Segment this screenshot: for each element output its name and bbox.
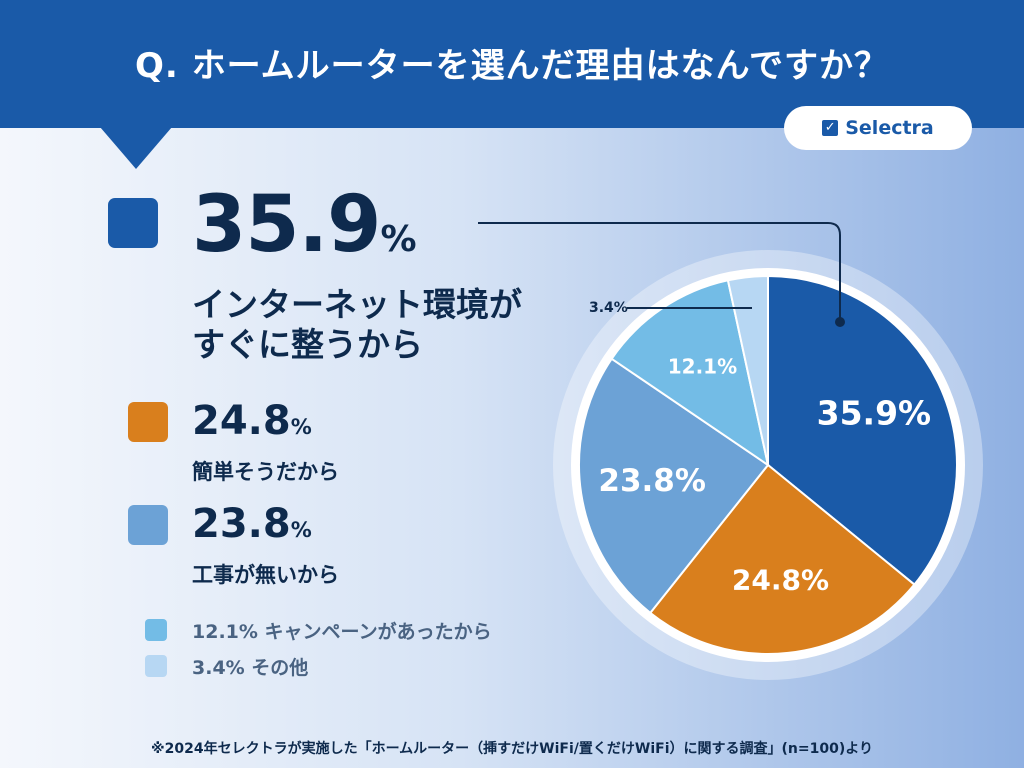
footnote: ※2024年セレクトラが実施した「ホームルーター（挿すだけWiFi/置くだけWi… (151, 741, 873, 757)
legend-main-label-line2: すぐに整うから (192, 325, 423, 364)
legend-fourth-label: 12.1% キャンペーンがあったから (192, 621, 492, 643)
legend-swatch-third (128, 505, 168, 545)
question-title: Q. ホームルーターを選んだ理由はなんですか？ (135, 46, 889, 86)
leader-line-main (478, 222, 841, 322)
callout-label-other: 3.4% (589, 300, 628, 316)
legend-third-percent: 23.8% (192, 501, 312, 547)
header-banner: Q. ホームルーターを選んだ理由はなんですか？ (0, 0, 1024, 128)
checkbox-icon: ✓ (822, 120, 839, 136)
legend-main-percent: 35.9% (192, 180, 417, 270)
legend-swatch-fourth (145, 619, 167, 641)
legend-main-label-line1: インターネット環境が (192, 285, 522, 324)
pie-slice-network-ready (767, 274, 958, 586)
pie-slice-easy (648, 463, 916, 655)
legend-main-label: インターネット環境が すぐに整うから (192, 285, 572, 365)
legend-second-label: 簡単そうだから (192, 460, 339, 484)
pie-label-easy: 24.8% (732, 564, 829, 597)
legend-third-label: 工事が無いから (192, 563, 339, 587)
legend-second-percent: 24.8% (192, 398, 312, 444)
pie-label-no-install: 23.8% (598, 463, 706, 499)
pie-label-campaign: 12.1% (668, 354, 737, 378)
pie-slice-other (726, 274, 769, 466)
brand-badge: ✓ Selectra (784, 106, 972, 150)
header-pointer (100, 127, 172, 169)
legend-swatch-second (128, 402, 168, 442)
legend-swatch-main (108, 198, 158, 248)
legend-fifth-label: 3.4% その他 (192, 657, 309, 679)
brand-name: Selectra (845, 117, 934, 139)
pie-label-network-ready: 35.9% (817, 393, 932, 432)
legend-swatch-fifth (145, 655, 167, 677)
pie-slice-no-install (578, 357, 770, 615)
leader-dot-main (835, 317, 845, 327)
